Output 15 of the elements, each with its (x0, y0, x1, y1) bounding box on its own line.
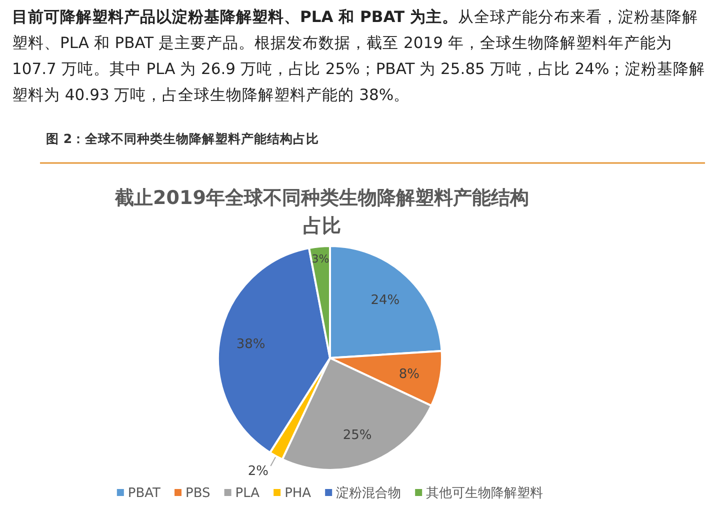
data-label: 25% (342, 428, 372, 443)
legend-label: PHA (284, 486, 312, 501)
data-label: 2% (248, 464, 268, 479)
legend-label: 其他可生物降解塑料 (426, 485, 544, 501)
legend-label: PLA (235, 486, 260, 501)
text: 目前可降解塑料产品以淀粉基降解塑料、PLA 和 PBAT 为主。从全球产能分布来看，淀粉基降解塑料、PLA 和 PBAT 是主要产品。根据发布数据，截至 2019 年，全球生物降解塑料年产能为 107.7 万吨。其中 PLA 为 26.9 万吨，占比 25%；PBAT 为 25.85 万吨，占比 24%；淀粉基降解塑料为 40.93 万吨，占全球生物降解塑料产能的 38%。 (12, 7, 706, 106)
data-label: 38% (236, 336, 266, 352)
data-label: 24% (370, 293, 400, 308)
legend-label: PBAT (128, 486, 161, 501)
caption: 图 2：全球不同种类生物降解塑料产能结构占比 (46, 131, 320, 148)
data-label: 8% (398, 367, 420, 382)
chart-title: 截止2019年全球不同种类生物降解塑料产能结构占比 (114, 187, 529, 237)
legend-label: PBS (186, 486, 210, 501)
legend-label: 淀粉混合物 (336, 486, 402, 501)
data-label: 3% (312, 252, 330, 266)
